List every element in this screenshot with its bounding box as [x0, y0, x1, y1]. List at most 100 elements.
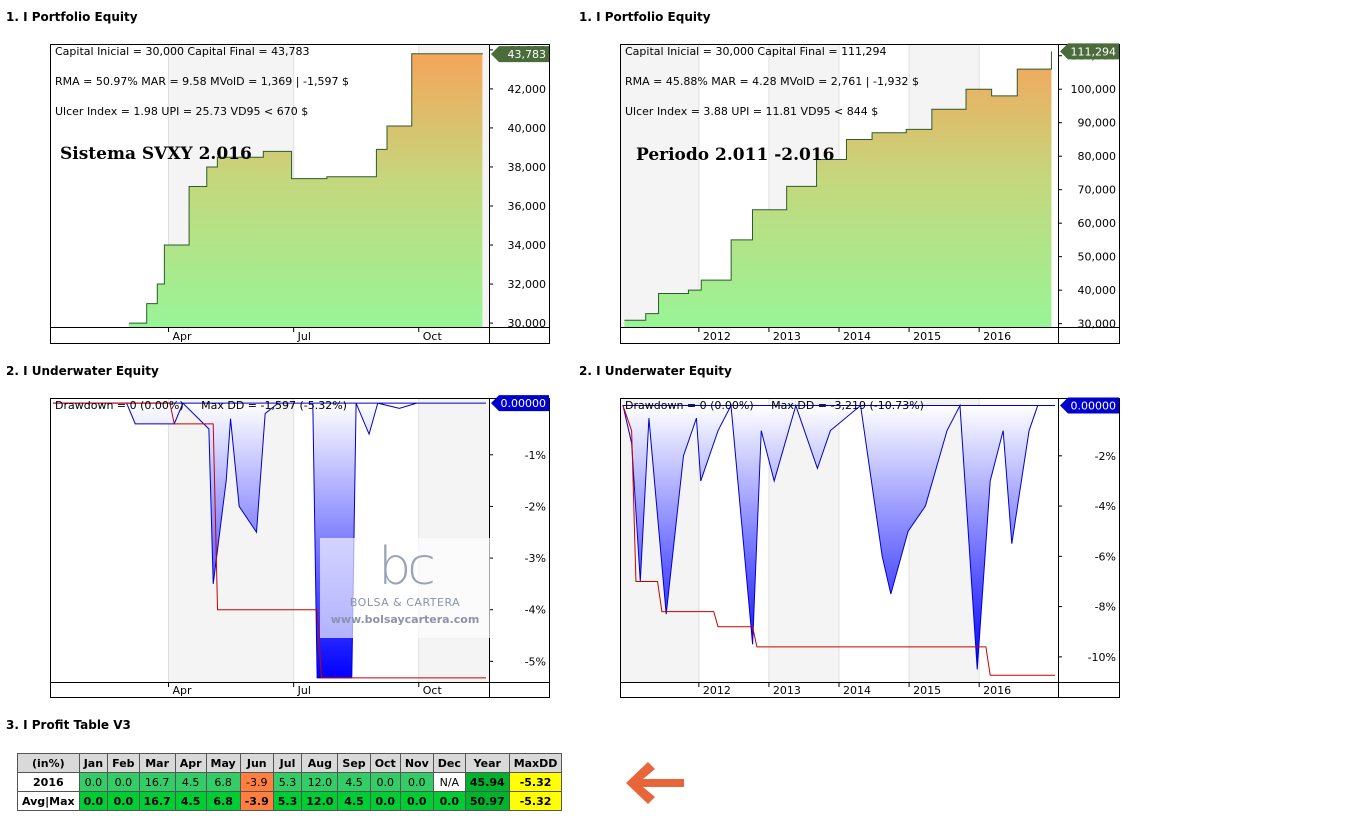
underwater-area	[53, 402, 486, 679]
last-value-label: 111,294	[1071, 45, 1117, 58]
equity-line	[624, 51, 1052, 321]
table-cell: 16.7	[138, 791, 176, 811]
table-cell: 16.7	[138, 772, 176, 792]
y-tick-label: -3%	[525, 552, 546, 565]
table-cell: -3.9	[239, 791, 274, 811]
equity-line	[129, 53, 483, 324]
header-cell: Mar	[138, 753, 176, 773]
x-tick-label: Jul	[297, 684, 311, 697]
y-tick-label: 36,000	[508, 200, 547, 213]
last-value-tag	[1060, 397, 1119, 414]
table-cell: 4.5	[174, 772, 207, 792]
y-tick-label: -10%	[1088, 651, 1116, 664]
header-cell: Oct	[369, 753, 401, 773]
y-tick-label: 60,000	[1078, 217, 1117, 230]
x-tick-label: 2013	[773, 684, 801, 697]
equity-area	[129, 53, 483, 328]
row-label: Avg|Max	[17, 791, 80, 811]
left-arrow-icon	[626, 762, 684, 804]
max-drawdown-line	[53, 402, 486, 679]
table-cell: 5.3	[272, 772, 303, 792]
y-tick-label: 30,000	[508, 317, 547, 330]
max-drawdown-line	[622, 405, 1055, 676]
table-cell: 0.0	[107, 772, 140, 792]
table-cell-maxdd: -5.32	[508, 791, 563, 811]
y-tick-label: 100,000	[1071, 83, 1117, 96]
last-value-tag	[491, 46, 549, 63]
x-tick-label: 2015	[913, 330, 941, 343]
table-cell-year: 50.97	[464, 791, 510, 811]
y-tick-label: 50,000	[1078, 251, 1117, 264]
table-cell: -3.9	[239, 772, 274, 792]
header-cell: Sep	[337, 753, 371, 773]
header-cell: Aug	[301, 753, 339, 773]
bolsa-cartera-logo: bc BOLSA & CARTERA www.bolsaycartera.com	[320, 538, 490, 638]
logo-brand: BOLSA & CARTERA	[349, 596, 461, 609]
right-underwater-stats: Drawdown = 0 (0.00%) Max DD = -3,219 (-1…	[625, 399, 924, 412]
y-tick-label: 42,000	[508, 83, 547, 96]
shaded-period-band	[620, 44, 699, 327]
header-cell: Jan	[78, 753, 109, 773]
y-tick-label: -5%	[525, 655, 546, 668]
chart-frame	[620, 44, 1120, 344]
x-tick-label: 2016	[983, 330, 1011, 343]
table-row: Avg|Max 0.0 0.0 16.7 4.5 6.8 -3.9 5.3 12…	[17, 791, 563, 811]
y-tick-label: 38,000	[508, 161, 547, 174]
x-tick-label: 2012	[703, 330, 731, 343]
y-tick-label: -2%	[525, 500, 546, 513]
y-tick-label: 90,000	[1078, 117, 1117, 130]
table-cell: 0.0	[369, 791, 401, 811]
table-cell: N/A	[432, 772, 466, 792]
chart-frame	[50, 44, 550, 344]
last-value-label: 0.00000	[501, 397, 547, 410]
last-value-label: 0.00000	[1071, 400, 1117, 413]
table-cell-year: 45.94	[464, 772, 510, 792]
x-tick-label: 2016	[983, 684, 1011, 697]
x-tick-label: 2013	[773, 330, 801, 343]
table-cell: 0.0	[399, 791, 434, 811]
underwater-title-right: 2. I Underwater Equity	[579, 364, 732, 378]
y-tick-label: 70,000	[1078, 184, 1117, 197]
right-equity-stats-line2: RMA = 45.88% MAR = 4.28 MVolD = 2,761 | …	[625, 75, 919, 88]
y-tick-label: -4%	[1095, 500, 1116, 513]
shaded-period-band	[168, 398, 294, 682]
table-cell: 0.0	[399, 772, 434, 792]
table-cell: 6.8	[205, 772, 241, 792]
y-tick-label: 40,000	[508, 122, 547, 135]
y-tick-label: -4%	[525, 604, 546, 617]
y-tick-label: 32,000	[508, 278, 547, 291]
x-tick-label: Apr	[173, 684, 193, 697]
y-tick-label: 30,000	[1078, 318, 1117, 331]
table-cell: 0.0	[78, 791, 109, 811]
equity-title-right: 1. I Portfolio Equity	[579, 10, 711, 24]
y-tick-label: -2%	[1095, 450, 1116, 463]
table-cell: 5.3	[272, 791, 303, 811]
header-cell: Year	[464, 753, 510, 773]
table-cell: 12.0	[301, 772, 339, 792]
y-tick-label: 80,000	[1078, 150, 1117, 163]
y-tick-label: -1%	[525, 449, 546, 462]
chart-frame	[50, 398, 550, 698]
left-equity-system-label: Sistema SVXY 2.016	[60, 144, 252, 164]
x-tick-label: 2015	[913, 684, 941, 697]
underwater-title-left: 2. I Underwater Equity	[6, 364, 159, 378]
logo-mark: bc	[378, 537, 436, 597]
last-value-tag	[1060, 43, 1119, 60]
header-cell: Feb	[107, 753, 140, 773]
table-cell-maxdd: -5.32	[508, 772, 563, 792]
last-value-tag	[491, 395, 549, 412]
chart-frame	[620, 398, 1120, 698]
equity-title-left: 1. I Portfolio Equity	[6, 10, 138, 24]
right-equity-period-label: Periodo 2.011 -2.016	[636, 145, 835, 165]
left-equity-stats-line2: RMA = 50.97% MAR = 9.58 MVolD = 1,369 | …	[55, 75, 349, 88]
profit-table: (in%) Jan Feb Mar Apr May Jun Jul Aug Se…	[17, 753, 563, 811]
x-tick-label: 2012	[703, 684, 731, 697]
underwater-area	[622, 403, 1055, 670]
right-equity-stats-line3: Ulcer Index = 3.88 UPI = 11.81 VD95 < 84…	[625, 105, 879, 118]
table-cell: 12.0	[301, 791, 339, 811]
right-equity-stats-line1: Capital Inicial = 30,000 Capital Final =…	[625, 45, 887, 58]
header-cell: Dec	[432, 753, 466, 773]
table-cell: 0.0	[107, 791, 140, 811]
table-cell: 4.5	[174, 791, 207, 811]
